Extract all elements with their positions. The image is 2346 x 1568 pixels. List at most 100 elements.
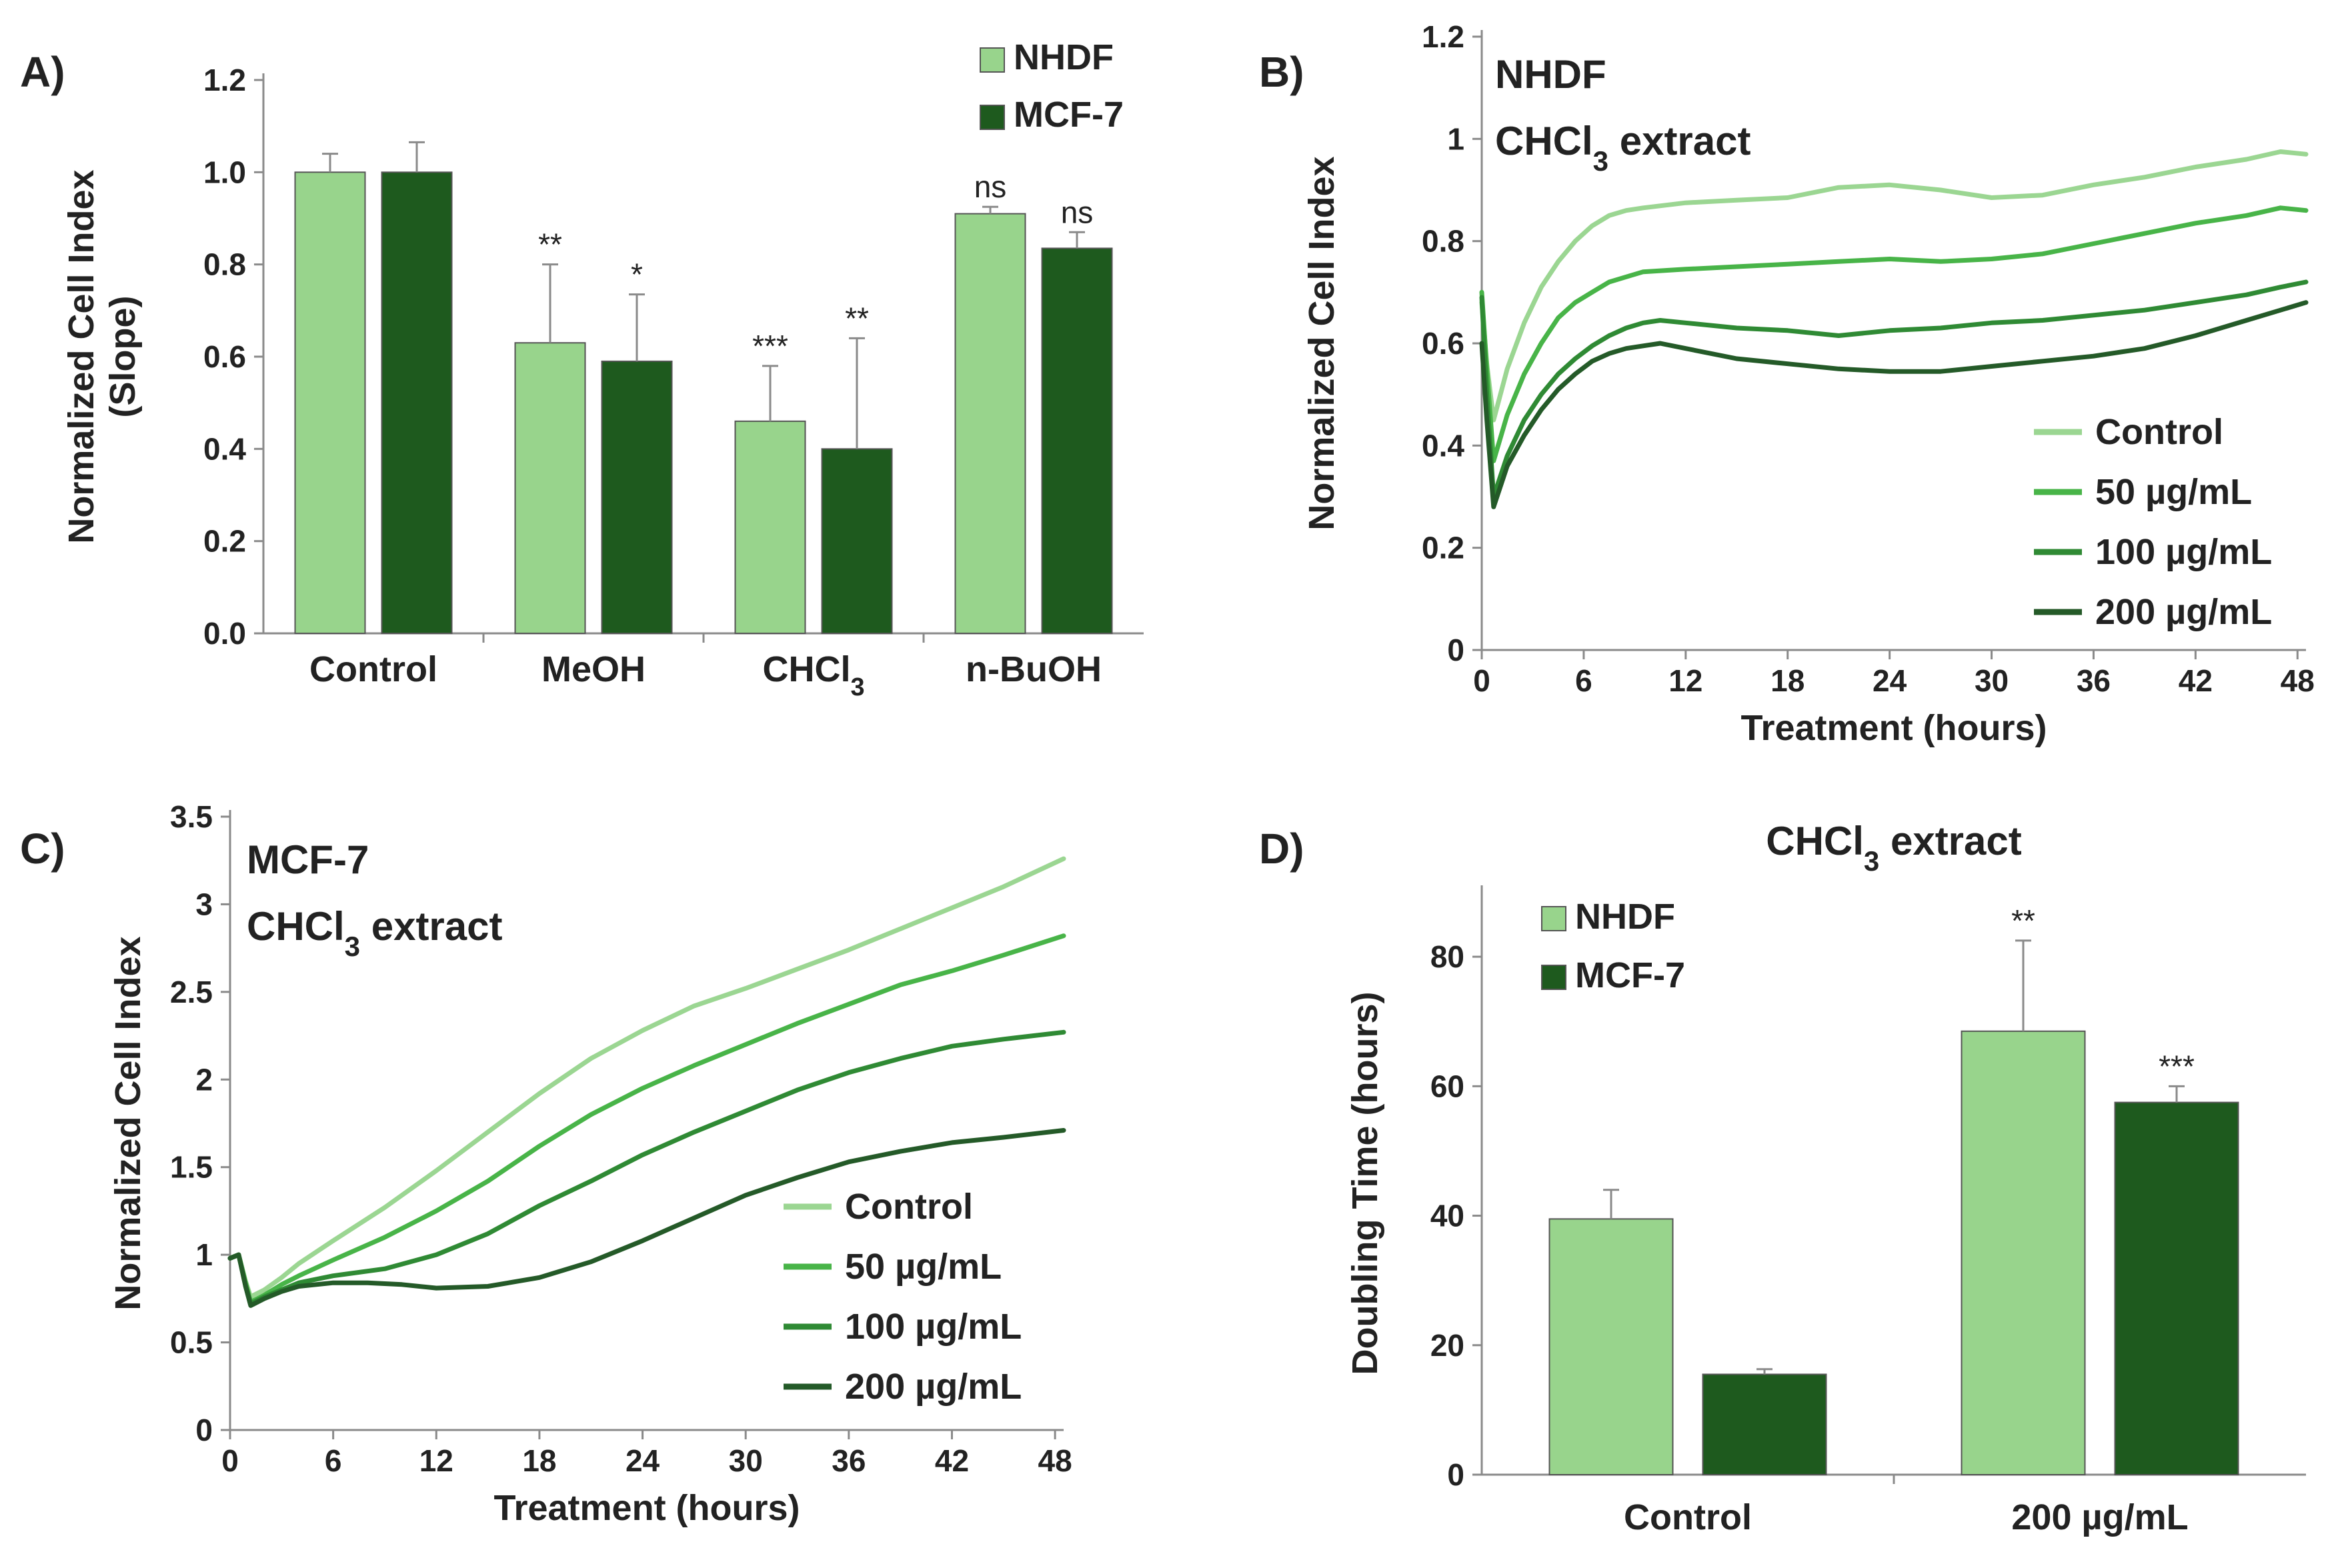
y-tick-label: 0 <box>195 1413 213 1447</box>
x-axis-title: Treatment (hours) <box>1740 708 2047 748</box>
panel-label: A) <box>20 48 65 96</box>
y-tick-label: 0.6 <box>1422 326 1464 361</box>
x-tick-label: 18 <box>522 1443 556 1478</box>
significance-label: ** <box>2011 903 2035 938</box>
y-tick-label: 1.2 <box>1422 19 1464 54</box>
y-tick-label: 1.2 <box>203 63 246 97</box>
significance-label: *** <box>2159 1049 2195 1083</box>
category-label: Control <box>1624 1497 1752 1537</box>
significance-label: *** <box>752 329 788 363</box>
legend-label: MCF-7 <box>1014 95 1124 135</box>
series-line <box>1479 279 2309 499</box>
panel-label: D) <box>1259 825 1304 873</box>
bar-nhdf <box>1548 1218 1674 1476</box>
inset-title-line2: CHCl3 extract <box>1495 119 1751 177</box>
bar-mcf-7 <box>601 360 673 635</box>
significance-label: ns <box>974 169 1007 204</box>
y-tick-label: 0.4 <box>203 431 246 466</box>
inset-title-line2: CHCl3 extract <box>247 904 503 962</box>
bar-nhdf <box>1961 1030 2086 1476</box>
x-tick-label: 18 <box>1771 663 1805 698</box>
y-axis-title: Normalized Cell Index <box>1302 156 1342 530</box>
y-tick-label: 60 <box>1430 1069 1464 1103</box>
series-line <box>1479 300 2309 509</box>
panel-a: A)0.00.20.40.60.81.01.2Control***MeOH***… <box>20 37 1144 701</box>
legend-label: Control <box>845 1187 973 1227</box>
x-tick-label: 36 <box>2077 663 2111 698</box>
x-tick-label: 42 <box>935 1443 969 1478</box>
legend-label: MCF-7 <box>1575 955 1685 995</box>
x-tick-label: 24 <box>1873 663 1907 698</box>
panel-label: B) <box>1259 48 1304 96</box>
panel-b: B) 0 0.2 0.4 0.6 0.8 1 1.2 0 6 12 18 24 30 36 42 48 Treat… <box>1259 19 2315 748</box>
significance-label: * <box>631 257 643 292</box>
y-axis-title: Doubling Time (hours) <box>1345 992 1385 1375</box>
x-tick-label: 24 <box>626 1443 660 1478</box>
panel-d: D) CHCl3 extract020406080Control*****200 … <box>1259 819 2306 1537</box>
y-tick-label: 0.8 <box>1422 224 1464 259</box>
y-tick-label: 1.0 <box>203 155 246 189</box>
y-tick-label: 0.4 <box>1422 428 1464 463</box>
y-tick-label: 0.6 <box>203 339 246 374</box>
x-tick-label: 12 <box>1668 663 1702 698</box>
category-label: Control <box>309 649 437 689</box>
legend-swatch <box>980 47 1005 73</box>
y-tick-label: 80 <box>1430 939 1464 974</box>
legend-label: 50 µg/mL <box>2095 472 2252 512</box>
bar-mcf-7 <box>821 448 893 634</box>
y-tick-label: 0.8 <box>203 247 246 282</box>
y-tick-label: 0 <box>1447 1457 1464 1492</box>
bar-nhdf <box>514 342 586 634</box>
legend-label: NHDF <box>1014 37 1114 77</box>
category-label: 200 µg/mL <box>2011 1497 2188 1537</box>
series-line <box>227 856 1066 1299</box>
category-label: n-BuOH <box>966 649 1102 689</box>
legend-label: Control <box>2095 412 2223 452</box>
panel-label: C) <box>20 825 65 873</box>
bar-mcf-7 <box>381 171 453 635</box>
inset-title-line1: MCF-7 <box>247 837 369 882</box>
x-tick-label: 36 <box>832 1443 866 1478</box>
bar-mcf-7 <box>1702 1373 1827 1475</box>
bar-mcf-7 <box>2114 1101 2239 1475</box>
bar-mcf-7 <box>1041 247 1113 635</box>
inset-title-line1: NHDF <box>1495 52 1606 97</box>
y-tick-label: 0.2 <box>1422 531 1464 565</box>
y-tick-label: 40 <box>1430 1199 1464 1233</box>
category-label: CHCl3 <box>762 649 864 701</box>
y-tick-label: 1.5 <box>170 1150 213 1185</box>
y-axis-title: Normalized Cell Index(Slope) <box>61 169 143 543</box>
x-axis-title: Treatment (hours) <box>493 1488 800 1528</box>
significance-label: ** <box>845 301 869 335</box>
chart-title: CHCl3 extract <box>1766 819 2022 877</box>
bar-nhdf <box>734 420 806 634</box>
y-tick-label: 0.5 <box>170 1325 213 1360</box>
series-line <box>227 1128 1066 1308</box>
legend-label: 50 µg/mL <box>845 1247 1002 1287</box>
x-tick-label: 6 <box>1575 663 1592 698</box>
x-tick-label: 30 <box>1975 663 2009 698</box>
legend-label: 200 µg/mL <box>845 1367 1022 1407</box>
legend-swatch <box>1541 965 1566 990</box>
bar-nhdf <box>954 213 1026 635</box>
y-tick-label: 20 <box>1430 1328 1464 1363</box>
x-tick-label: 6 <box>325 1443 342 1478</box>
y-tick-label: 2.5 <box>170 975 213 1009</box>
x-tick-label: 0 <box>1473 663 1490 698</box>
x-tick-label: 12 <box>419 1443 453 1478</box>
y-tick-label: 3.5 <box>170 799 213 834</box>
bar-nhdf <box>294 171 366 635</box>
legend-label: 100 µg/mL <box>2095 532 2272 572</box>
y-tick-label: 1 <box>1447 121 1464 156</box>
legend-label: 100 µg/mL <box>845 1307 1022 1347</box>
y-tick-label: 0 <box>1447 633 1464 667</box>
y-tick-label: 3 <box>195 887 213 921</box>
y-tick-label: 2 <box>195 1062 213 1097</box>
x-tick-label: 0 <box>221 1443 239 1478</box>
y-tick-label: 1 <box>195 1237 213 1272</box>
y-tick-label: 0.0 <box>203 616 246 651</box>
x-tick-label: 30 <box>729 1443 763 1478</box>
legend-label: 200 µg/mL <box>2095 592 2272 632</box>
series-line <box>1479 149 2309 423</box>
